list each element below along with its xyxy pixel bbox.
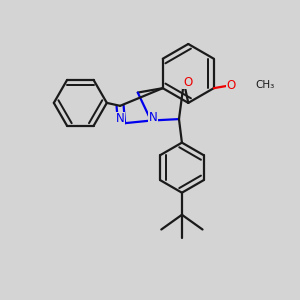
- Text: O: O: [226, 79, 236, 92]
- Text: N: N: [116, 112, 124, 125]
- Text: O: O: [183, 76, 192, 89]
- Text: CH₃: CH₃: [255, 80, 274, 90]
- Text: N: N: [149, 110, 158, 124]
